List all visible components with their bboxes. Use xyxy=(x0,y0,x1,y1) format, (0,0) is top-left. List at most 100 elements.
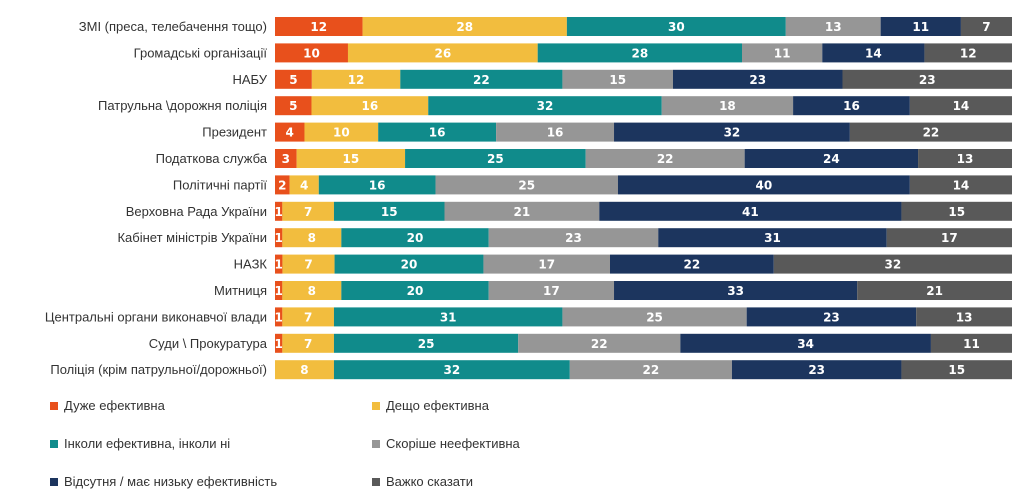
data-label: 25 xyxy=(646,310,663,324)
bar-row: Суди \ Прокуратура 1 7 25 22 34 11 xyxy=(149,333,1012,353)
legend-item: Скоріше неефективна xyxy=(372,436,520,451)
bar-segment xyxy=(930,333,1012,353)
bar-segment xyxy=(585,149,745,168)
bar-row: Кабінет міністрів України 1 8 20 23 31 17 xyxy=(117,228,1012,248)
bar-segment xyxy=(483,254,610,274)
bar-segment xyxy=(362,17,567,36)
bar-segment xyxy=(731,360,902,380)
data-label: 18 xyxy=(719,99,736,113)
bar-segment xyxy=(744,149,919,168)
data-label: 25 xyxy=(418,337,435,351)
data-label: 32 xyxy=(724,126,741,140)
data-label: 32 xyxy=(885,258,902,272)
data-label: 15 xyxy=(948,205,965,219)
data-label: 14 xyxy=(953,99,970,113)
stacked-bar-chart: ЗМІ (преса, телебачення тощо) 12 28 30 13 11 7… xyxy=(45,17,1012,380)
legend-swatch xyxy=(50,439,58,448)
data-label: 24 xyxy=(823,152,840,166)
bar-segment xyxy=(400,69,563,89)
bar-segment xyxy=(614,281,858,300)
data-label: 30 xyxy=(668,20,685,34)
data-label: 25 xyxy=(518,178,535,192)
data-label: 16 xyxy=(369,178,386,192)
bar-segment xyxy=(334,254,484,274)
bar-segment xyxy=(444,201,600,221)
legend-swatch xyxy=(372,439,380,448)
category-label: Центральні органи виконавчої влади xyxy=(45,309,267,324)
bar-segment xyxy=(275,17,363,36)
bar-segment xyxy=(960,17,1012,36)
data-label: 1 xyxy=(275,337,283,351)
bar-segment xyxy=(282,281,342,300)
bar-row: Президент 4 10 16 16 32 22 xyxy=(202,122,1012,142)
bar-segment xyxy=(793,96,910,116)
bar-segment xyxy=(435,175,618,195)
data-label: 31 xyxy=(440,310,457,324)
data-label: 12 xyxy=(310,20,327,34)
bar-segment xyxy=(488,281,615,300)
bar-segment xyxy=(378,122,497,142)
data-label: 22 xyxy=(473,73,490,87)
data-label: 7 xyxy=(304,258,312,272)
bar-row: Податкова служба 3 15 25 22 24 13 xyxy=(156,149,1012,168)
bar-segment xyxy=(318,175,436,195)
bar-segment xyxy=(842,69,1012,89)
category-label: Президент xyxy=(202,125,267,140)
bar-segment xyxy=(742,43,823,63)
data-label: 11 xyxy=(912,20,929,34)
category-label: Суди \ Прокуратура xyxy=(149,336,268,351)
data-label: 25 xyxy=(487,152,504,166)
data-label: 28 xyxy=(631,46,648,60)
data-label: 8 xyxy=(308,284,316,298)
data-label: 7 xyxy=(304,310,312,324)
bar-segment xyxy=(282,307,334,327)
bar-segment xyxy=(282,201,334,221)
bar-segment xyxy=(566,17,786,36)
bar-segment xyxy=(311,69,401,89)
bar-segment xyxy=(537,43,743,63)
data-label: 32 xyxy=(444,363,461,377)
bar-segment xyxy=(610,254,774,274)
data-label: 2 xyxy=(278,178,286,192)
data-label: 22 xyxy=(923,126,940,140)
bar-segment xyxy=(275,307,283,327)
bar-segment xyxy=(304,122,379,142)
data-label: 15 xyxy=(609,73,626,87)
data-label: 1 xyxy=(275,231,283,245)
legend-swatch xyxy=(372,477,380,486)
data-label: 40 xyxy=(756,178,773,192)
data-label: 16 xyxy=(362,99,379,113)
bar-segment xyxy=(924,43,1012,63)
data-label: 32 xyxy=(537,99,554,113)
data-label: 16 xyxy=(843,99,860,113)
bar-segment xyxy=(347,43,538,63)
data-label: 34 xyxy=(797,337,814,351)
data-label: 17 xyxy=(941,231,958,245)
data-label: 23 xyxy=(808,363,825,377)
legend-item: Інколи ефективна, інколи ні xyxy=(50,436,230,451)
bar-segment xyxy=(599,201,902,221)
data-label: 23 xyxy=(919,73,936,87)
bar-segment xyxy=(282,254,335,274)
bar-row: Митниця 1 8 20 17 33 21 xyxy=(214,281,1012,300)
data-label: 1 xyxy=(275,284,283,298)
bar-segment xyxy=(849,122,1012,142)
bar-segment xyxy=(405,149,586,168)
bar-segment xyxy=(785,17,881,36)
bar-segment xyxy=(880,17,961,36)
data-label: 17 xyxy=(543,284,560,298)
bar-row: Поліція (крім патрульної/дорожньої) 8 32 22… xyxy=(50,360,1012,380)
legend-label: Дещо ефективна xyxy=(386,398,489,413)
bar-segment xyxy=(333,201,445,221)
bar-segment xyxy=(909,175,1012,195)
bar-segment xyxy=(333,360,570,380)
data-label: 13 xyxy=(825,20,842,34)
bar-segment xyxy=(773,254,1012,274)
bar-row: Верховна Рада України 1 7 15 21 41 15 xyxy=(126,201,1012,221)
bar-segment xyxy=(428,96,662,116)
data-label: 7 xyxy=(304,337,312,351)
data-label: 20 xyxy=(401,258,418,272)
category-label: Поліція (крім патрульної/дорожньої) xyxy=(50,362,267,377)
data-label: 22 xyxy=(657,152,674,166)
data-label: 14 xyxy=(865,46,882,60)
